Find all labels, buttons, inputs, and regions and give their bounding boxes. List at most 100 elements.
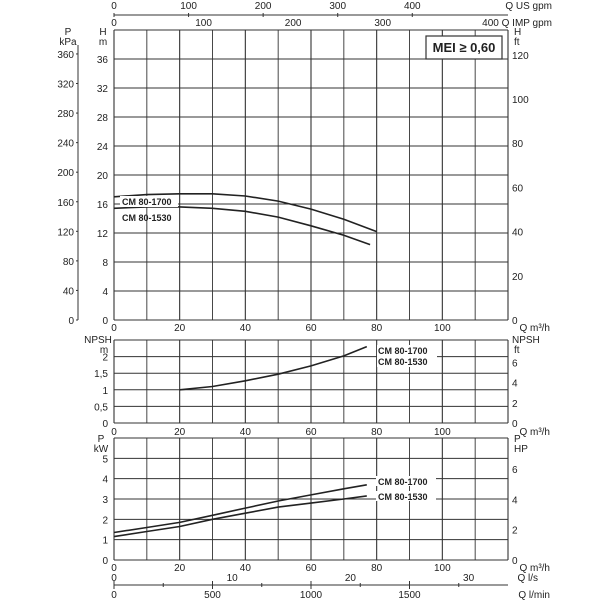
p-kpa-tick: 280 [57, 109, 74, 120]
h-ft-tick: 0 [512, 316, 518, 327]
npsh-curve [179, 345, 368, 391]
us-gpm-label: Q US gpm [505, 1, 552, 12]
bottom-ls-tick: 20 [345, 573, 357, 584]
p-kw-tick: 1 [102, 536, 108, 547]
p-kpa-tick: 240 [57, 139, 74, 150]
p-hp-tick: 2 [512, 526, 518, 537]
h-ft-tick: 60 [512, 183, 524, 194]
bottom-m3h-tick: 100 [434, 563, 451, 574]
power-curve-cm-80-1700 [113, 484, 367, 534]
p-label: P [65, 27, 72, 38]
p-kpa-tick: 120 [57, 227, 74, 238]
bottom-m3h-tick: 60 [305, 563, 317, 574]
p-kw-tick: 2 [102, 515, 108, 526]
p-hp-tick: 0 [512, 556, 518, 567]
h-ft-tick: 20 [512, 272, 524, 283]
npsh-m-tick: 1,5 [94, 369, 108, 380]
h-m-tick: 0 [102, 316, 108, 327]
npsh-ft-tick: 0 [512, 419, 518, 430]
us-gpm-tick: 300 [329, 1, 346, 12]
p-kpa-tick: 320 [57, 80, 74, 91]
npsh-m-tick: 0,5 [94, 402, 108, 413]
h-ft-tick: 40 [512, 228, 524, 239]
us-gpm-tick: 100 [180, 1, 197, 12]
p-kpa-tick: 40 [63, 286, 75, 297]
h-right-label: H [514, 27, 521, 38]
x-tick-label: 100 [434, 323, 451, 334]
p-kpa-tick: 200 [57, 168, 74, 179]
h-m-tick: 36 [97, 55, 109, 66]
bottom-ls-tick: 30 [463, 573, 475, 584]
npsh-m-label: m [100, 345, 108, 356]
top-flow-axes: 0 100 200 300 400 Q US gpm 0 100 200 300 400 Q IMP… [111, 1, 552, 29]
x-tick-label: 0 [111, 323, 117, 334]
bottom-m3h-tick: 0 [111, 563, 117, 574]
mei-box [425, 35, 503, 60]
p-kpa-tick: 360 [57, 50, 74, 61]
x-tick-label: 60 [305, 323, 317, 334]
npsh-label-right: NPSH [512, 335, 540, 346]
ft-label: ft [514, 37, 520, 48]
h-ft-tick: 120 [512, 51, 529, 62]
h-m-tick: 8 [102, 258, 108, 269]
imp-gpm-tick: 100 [195, 18, 212, 29]
us-gpm-tick: 400 [404, 1, 421, 12]
npsh-ft-label: ft [514, 345, 520, 356]
hp-label: HP [514, 444, 528, 455]
npsh-q-label: Q m³/h [519, 427, 550, 438]
npsh-label-left: NPSH [84, 335, 112, 346]
x-tick-label: 40 [240, 323, 252, 334]
h-ft-tick: 100 [512, 95, 529, 106]
npsh-label-cm-80-1530: CM 80-1530 [378, 357, 428, 367]
npsh-ft-tick: 6 [512, 358, 518, 369]
p-hp-tick: 4 [512, 495, 518, 506]
p-hp-tick: 6 [512, 465, 518, 476]
imp-gpm-tick: 200 [285, 18, 302, 29]
kw-label: kW [94, 444, 109, 455]
imp-gpm-tick: 0 [111, 18, 117, 29]
bottom-lmin-tick: 1000 [300, 590, 323, 600]
p-kpa-tick: 160 [57, 198, 74, 209]
npsh-ft-tick: 2 [512, 399, 518, 410]
x-tick-label: 80 [371, 323, 383, 334]
imp-gpm-tick: 300 [374, 18, 391, 29]
h-ft-tick: 80 [512, 139, 524, 150]
bottom-ls-tick: 10 [227, 573, 239, 584]
p-kpa-tick: 80 [63, 257, 75, 268]
npsh-m-tick: 0 [102, 419, 108, 430]
x-tick-label: 20 [174, 427, 186, 438]
p-kw-tick: 0 [102, 556, 108, 567]
p-kw-tick: 5 [102, 454, 108, 465]
x-tick-label: 20 [174, 323, 186, 334]
q-m3h-label: Q m³/h [519, 323, 550, 334]
bottom-lmin-tick: 0 [111, 590, 117, 600]
us-gpm-tick: 0 [111, 1, 117, 12]
bottom-ls-label: Q l/s [517, 573, 538, 584]
x-tick-label: 80 [371, 427, 383, 438]
bottom-lmin-tick: 500 [204, 590, 221, 600]
kpa-label: kPa [59, 37, 77, 48]
p-kw-tick: 4 [102, 475, 108, 486]
head-label-cm-80-1530: CM 80-1530 [122, 213, 172, 223]
npsh-ft-tick: 4 [512, 379, 518, 390]
bottom-lmin-label: Q l/min [518, 590, 550, 600]
power-label-cm-80-1700: CM 80-1700 [378, 477, 428, 487]
bottom-m3h-tick: 40 [240, 563, 252, 574]
p-kw-tick: 3 [102, 495, 108, 506]
x-tick-label: 60 [305, 427, 317, 438]
p-kw-label-p: P [98, 434, 105, 445]
bottom-m3h-tick: 80 [371, 563, 383, 574]
power-curve-cm-80-1530 [113, 495, 367, 538]
h-m-tick: 24 [97, 142, 109, 153]
h-m-tick: 4 [102, 287, 108, 298]
h-m-tick: 20 [97, 171, 109, 182]
bottom-m3h-label: Q m³/h [519, 563, 550, 574]
h-m-tick: 28 [97, 113, 109, 124]
h-m-tick: 12 [97, 229, 109, 240]
x-tick-label: 40 [240, 427, 252, 438]
bottom-ls-tick: 0 [111, 573, 117, 584]
bottom-m3h-tick: 20 [174, 563, 186, 574]
